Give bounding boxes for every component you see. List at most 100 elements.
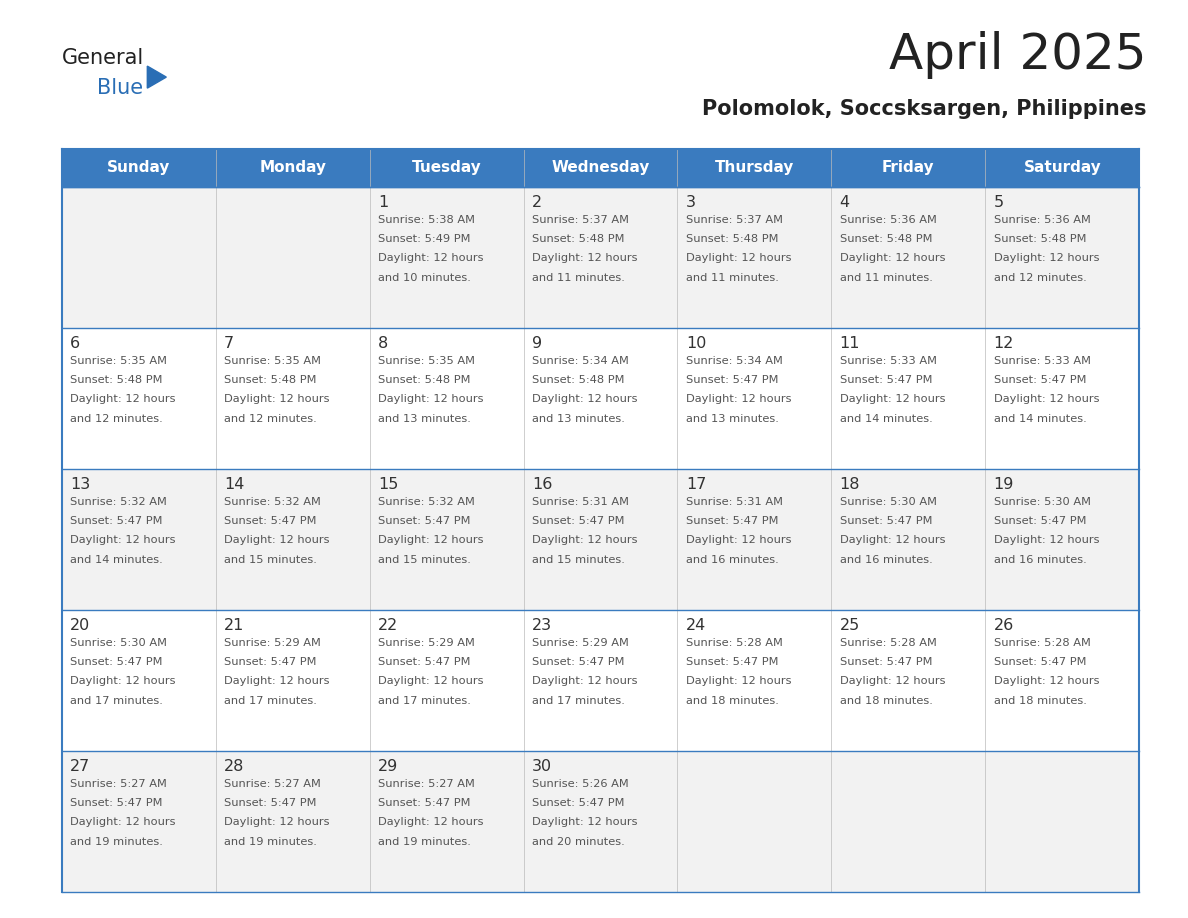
- Text: Friday: Friday: [881, 161, 935, 175]
- Text: Sunset: 5:47 PM: Sunset: 5:47 PM: [532, 657, 625, 667]
- Text: Sunrise: 5:36 AM: Sunrise: 5:36 AM: [993, 215, 1091, 225]
- Text: Polomolok, Soccsksargen, Philippines: Polomolok, Soccsksargen, Philippines: [702, 99, 1146, 118]
- Text: 6: 6: [70, 336, 81, 351]
- Text: and 18 minutes.: and 18 minutes.: [685, 696, 778, 706]
- Text: 7: 7: [225, 336, 234, 351]
- Text: Daylight: 12 hours: Daylight: 12 hours: [70, 535, 176, 545]
- Text: Sunrise: 5:37 AM: Sunrise: 5:37 AM: [685, 215, 783, 225]
- Text: Daylight: 12 hours: Daylight: 12 hours: [685, 677, 791, 687]
- Text: and 17 minutes.: and 17 minutes.: [225, 696, 317, 706]
- Text: Daylight: 12 hours: Daylight: 12 hours: [840, 535, 946, 545]
- Text: 15: 15: [378, 476, 398, 492]
- Text: Sunrise: 5:29 AM: Sunrise: 5:29 AM: [532, 638, 628, 648]
- Text: and 19 minutes.: and 19 minutes.: [70, 836, 163, 846]
- Bar: [62, 187, 1139, 329]
- Text: Daylight: 12 hours: Daylight: 12 hours: [993, 677, 1099, 687]
- Text: 23: 23: [532, 618, 552, 633]
- Text: and 19 minutes.: and 19 minutes.: [378, 836, 470, 846]
- Text: Sunrise: 5:27 AM: Sunrise: 5:27 AM: [70, 778, 168, 789]
- Text: Sunset: 5:48 PM: Sunset: 5:48 PM: [993, 234, 1086, 244]
- Text: Sunset: 5:47 PM: Sunset: 5:47 PM: [225, 657, 316, 667]
- Text: Sunset: 5:49 PM: Sunset: 5:49 PM: [378, 234, 470, 244]
- Text: General: General: [62, 49, 144, 68]
- Text: Sunrise: 5:33 AM: Sunrise: 5:33 AM: [840, 356, 937, 365]
- Text: and 13 minutes.: and 13 minutes.: [685, 414, 778, 423]
- Text: Sunset: 5:48 PM: Sunset: 5:48 PM: [225, 375, 316, 385]
- Text: and 13 minutes.: and 13 minutes.: [378, 414, 470, 423]
- Text: 1: 1: [378, 195, 388, 209]
- Text: Sunrise: 5:32 AM: Sunrise: 5:32 AM: [378, 497, 475, 507]
- Text: Daylight: 12 hours: Daylight: 12 hours: [225, 535, 329, 545]
- Text: and 12 minutes.: and 12 minutes.: [993, 273, 1087, 283]
- Text: Sunrise: 5:37 AM: Sunrise: 5:37 AM: [532, 215, 628, 225]
- Text: and 14 minutes.: and 14 minutes.: [840, 414, 933, 423]
- Text: 18: 18: [840, 476, 860, 492]
- Text: Sunrise: 5:35 AM: Sunrise: 5:35 AM: [378, 356, 475, 365]
- Text: Daylight: 12 hours: Daylight: 12 hours: [70, 677, 176, 687]
- Text: Sunset: 5:47 PM: Sunset: 5:47 PM: [378, 516, 470, 526]
- Text: and 14 minutes.: and 14 minutes.: [993, 414, 1087, 423]
- Text: Daylight: 12 hours: Daylight: 12 hours: [840, 395, 946, 404]
- Text: Daylight: 12 hours: Daylight: 12 hours: [532, 395, 638, 404]
- Text: and 16 minutes.: and 16 minutes.: [840, 554, 933, 565]
- Text: Sunset: 5:47 PM: Sunset: 5:47 PM: [225, 516, 316, 526]
- Text: Sunrise: 5:30 AM: Sunrise: 5:30 AM: [840, 497, 937, 507]
- Text: Sunrise: 5:29 AM: Sunrise: 5:29 AM: [378, 638, 475, 648]
- Text: and 18 minutes.: and 18 minutes.: [993, 696, 1087, 706]
- Text: Sunset: 5:47 PM: Sunset: 5:47 PM: [840, 516, 933, 526]
- Text: 21: 21: [225, 618, 245, 633]
- Text: Blue: Blue: [97, 78, 144, 97]
- Text: Daylight: 12 hours: Daylight: 12 hours: [70, 395, 176, 404]
- Text: Sunrise: 5:34 AM: Sunrise: 5:34 AM: [685, 356, 783, 365]
- Text: Daylight: 12 hours: Daylight: 12 hours: [840, 253, 946, 263]
- Text: April 2025: April 2025: [889, 31, 1146, 79]
- Text: Sunrise: 5:33 AM: Sunrise: 5:33 AM: [993, 356, 1091, 365]
- Text: Daylight: 12 hours: Daylight: 12 hours: [685, 535, 791, 545]
- Text: Daylight: 12 hours: Daylight: 12 hours: [378, 395, 484, 404]
- Text: Sunrise: 5:32 AM: Sunrise: 5:32 AM: [70, 497, 168, 507]
- Text: and 15 minutes.: and 15 minutes.: [225, 554, 317, 565]
- Bar: [62, 469, 1139, 610]
- Text: Sunrise: 5:28 AM: Sunrise: 5:28 AM: [993, 638, 1091, 648]
- Text: Daylight: 12 hours: Daylight: 12 hours: [378, 535, 484, 545]
- Text: Sunrise: 5:27 AM: Sunrise: 5:27 AM: [378, 778, 475, 789]
- Text: 11: 11: [840, 336, 860, 351]
- Text: Sunset: 5:48 PM: Sunset: 5:48 PM: [378, 375, 470, 385]
- Text: 10: 10: [685, 336, 706, 351]
- Text: Daylight: 12 hours: Daylight: 12 hours: [70, 817, 176, 827]
- Text: 3: 3: [685, 195, 696, 209]
- Text: Daylight: 12 hours: Daylight: 12 hours: [378, 253, 484, 263]
- Text: and 13 minutes.: and 13 minutes.: [532, 414, 625, 423]
- Text: Wednesday: Wednesday: [551, 161, 650, 175]
- Text: Daylight: 12 hours: Daylight: 12 hours: [685, 395, 791, 404]
- Text: Sunrise: 5:31 AM: Sunrise: 5:31 AM: [685, 497, 783, 507]
- Text: Sunset: 5:48 PM: Sunset: 5:48 PM: [685, 234, 778, 244]
- Text: Sunset: 5:47 PM: Sunset: 5:47 PM: [685, 516, 778, 526]
- Text: 30: 30: [532, 758, 552, 774]
- Text: 25: 25: [840, 618, 860, 633]
- Text: Sunset: 5:47 PM: Sunset: 5:47 PM: [378, 798, 470, 808]
- Text: and 17 minutes.: and 17 minutes.: [70, 696, 163, 706]
- Text: Sunset: 5:47 PM: Sunset: 5:47 PM: [993, 516, 1086, 526]
- Text: 28: 28: [225, 758, 245, 774]
- Text: Thursday: Thursday: [715, 161, 794, 175]
- Text: Daylight: 12 hours: Daylight: 12 hours: [225, 395, 329, 404]
- Text: Sunrise: 5:30 AM: Sunrise: 5:30 AM: [70, 638, 168, 648]
- Text: 4: 4: [840, 195, 849, 209]
- Bar: [62, 751, 1139, 892]
- Text: and 17 minutes.: and 17 minutes.: [532, 696, 625, 706]
- Text: 20: 20: [70, 618, 90, 633]
- Text: 14: 14: [225, 476, 245, 492]
- Text: Sunday: Sunday: [107, 161, 170, 175]
- Text: Sunrise: 5:28 AM: Sunrise: 5:28 AM: [685, 638, 783, 648]
- Text: Daylight: 12 hours: Daylight: 12 hours: [378, 677, 484, 687]
- Text: 9: 9: [532, 336, 542, 351]
- Text: Sunset: 5:47 PM: Sunset: 5:47 PM: [532, 798, 625, 808]
- Text: Sunrise: 5:38 AM: Sunrise: 5:38 AM: [378, 215, 475, 225]
- Text: 24: 24: [685, 618, 706, 633]
- Text: and 10 minutes.: and 10 minutes.: [378, 273, 470, 283]
- Text: Daylight: 12 hours: Daylight: 12 hours: [993, 535, 1099, 545]
- Text: Sunrise: 5:28 AM: Sunrise: 5:28 AM: [840, 638, 936, 648]
- Text: 27: 27: [70, 758, 90, 774]
- Text: Daylight: 12 hours: Daylight: 12 hours: [532, 817, 638, 827]
